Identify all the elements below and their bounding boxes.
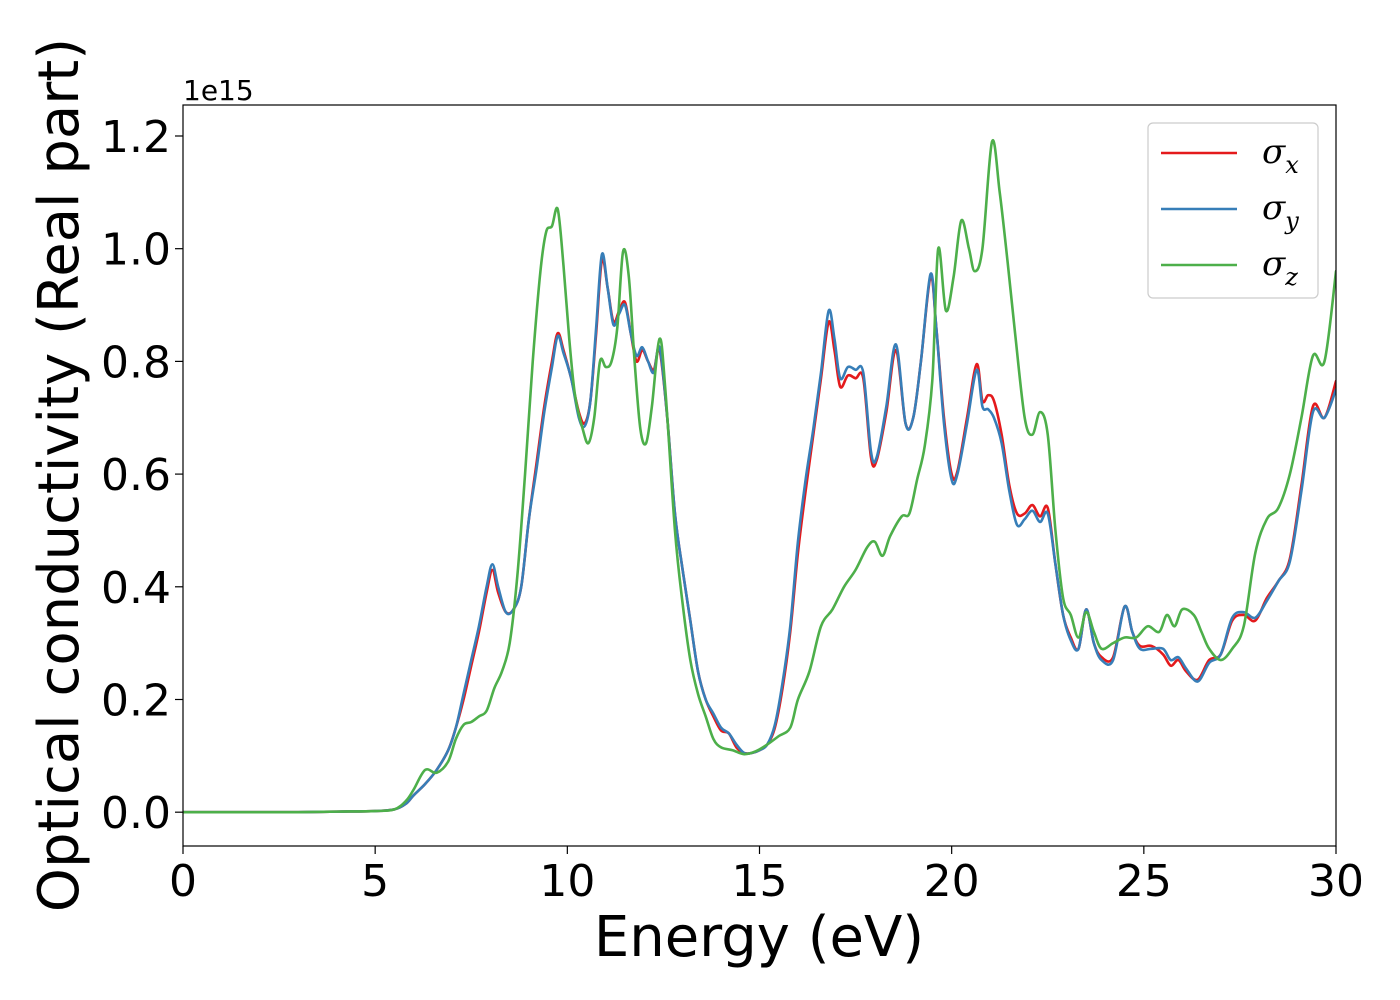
y-tick-label: 0.6	[101, 450, 171, 501]
x-tick-label: 30	[1308, 856, 1364, 907]
series-line-z	[183, 138, 1336, 814]
legend-box	[1147, 122, 1319, 299]
x-tick-label: 0	[169, 856, 197, 907]
series-line-x	[183, 257, 1336, 814]
x-tick-label: 5	[361, 856, 389, 907]
y-tick-label: 1.0	[101, 225, 171, 276]
y-tick-label: 1.2	[101, 112, 171, 163]
x-tick-label: 20	[924, 856, 980, 907]
y-tick-label: 0.4	[101, 563, 171, 614]
series-line-y	[183, 252, 1336, 814]
y-tick-label: 0.0	[101, 788, 171, 839]
x-tick-label: 10	[539, 856, 595, 907]
series-layer	[183, 138, 1336, 814]
y-tick-label: 0.8	[101, 337, 171, 388]
x-tick-label: 25	[1116, 856, 1172, 907]
x-axis-label: Energy (eV)	[594, 905, 924, 970]
y-tick-label: 0.2	[101, 675, 171, 726]
y-axis-label: Optical conductivity (Real part)	[27, 38, 92, 912]
legend-label-z: σz	[1262, 244, 1298, 291]
x-tick-label: 15	[732, 856, 788, 907]
y-axis: 0.0 0.2 0.4 0.6 0.8 1.0 1.2	[101, 112, 183, 839]
x-axis: 0 5 10 15 20 25 30	[169, 846, 1364, 907]
y-axis-offset-text: 1e15	[183, 74, 254, 107]
